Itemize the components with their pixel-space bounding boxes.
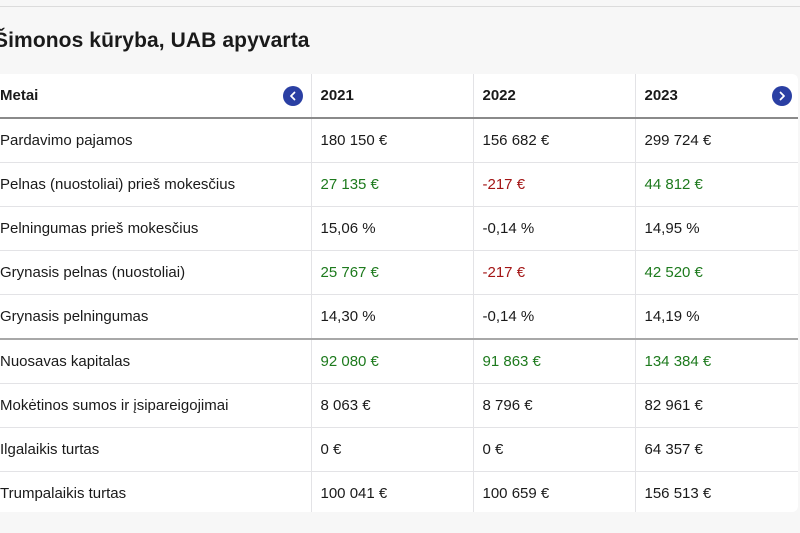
row-label-cell: Ilgalaikis turtas (0, 427, 312, 472)
value-cell: 134 384 € (635, 338, 798, 384)
value-cell: 27 135 € (311, 162, 474, 207)
financials-table: Metai 2021 2022 2023 (0, 74, 798, 512)
row-value: 14,30 % (320, 308, 376, 325)
table-row: Pardavimo pajamos 180 150 € 156 682 € 299 7… (0, 118, 798, 163)
table-row: Nuosavas kapitalas 92 080 € 91 863 € 134 38… (0, 338, 798, 384)
row-label: Trumpalaikis turtas (0, 485, 127, 502)
table-row: Trumpalaikis turtas 100 041 € 100 659 € 156… (0, 471, 798, 513)
table-row: Pelnas (nuostoliai) prieš mokesčius 27 13… (0, 162, 798, 207)
row-value: 64 357 € (644, 441, 703, 458)
header-year-2021: 2021 (311, 74, 474, 119)
row-value: 8 796 € (482, 397, 533, 414)
row-value: 15,06 % (320, 220, 376, 237)
page-title: Šimonos kūryba, UAB apyvarta (0, 29, 310, 52)
next-years-button[interactable] (772, 85, 792, 106)
row-label-cell: Pelningumas prieš mokesčius (0, 206, 312, 251)
row-label: Pardavimo pajamos (0, 132, 133, 149)
table-row: Pelningumas prieš mokesčius 15,06 % -0,14 … (0, 206, 798, 251)
row-value: 134 384 € (644, 353, 712, 370)
table-row: Mokėtinos sumos ir įsipareigojimai 8 063 … (0, 383, 798, 428)
row-label: Ilgalaikis turtas (0, 441, 100, 458)
row-label: Grynasis pelnas (nuostoliai) (0, 264, 186, 281)
header-label-cell: Metai (0, 74, 312, 119)
row-value: 156 513 € (644, 485, 712, 502)
header-row: Metai 2021 2022 2023 (0, 74, 798, 119)
row-value: 100 659 € (482, 485, 550, 502)
value-cell: 64 357 € (635, 427, 798, 472)
header-label: Metai (0, 87, 39, 104)
row-label-cell: Trumpalaikis turtas (0, 471, 312, 512)
previous-years-button[interactable] (282, 85, 303, 106)
value-cell: 15,06 % (311, 206, 474, 251)
row-value: 91 863 € (482, 353, 541, 370)
value-cell: -0,14 % (473, 206, 636, 251)
row-value: 14,19 % (644, 308, 700, 325)
table-row: Grynasis pelnas (nuostoliai) 25 767 € -217… (0, 250, 798, 295)
chevron-right-icon (779, 91, 785, 100)
row-label: Pelnas (nuostoliai) prieš mokesčius (0, 176, 236, 193)
row-label-cell: Nuosavas kapitalas (0, 338, 312, 384)
row-value: 100 041 € (320, 485, 388, 502)
value-cell: -217 € (473, 250, 636, 295)
value-cell: 25 767 € (311, 250, 474, 295)
row-value: 8 063 € (320, 397, 371, 414)
chevron-left-icon (289, 91, 295, 100)
row-value: 0 € (320, 441, 342, 458)
table-row: Grynasis pelningumas 14,30 % -0,14 % 14,19 … (0, 294, 798, 340)
header-year-2022: 2022 (473, 74, 636, 119)
value-cell: 8 796 € (473, 383, 636, 428)
value-cell: 156 682 € (473, 118, 636, 163)
value-cell: 42 520 € (635, 250, 798, 295)
row-value: 82 961 € (644, 397, 703, 414)
value-cell: 100 659 € (473, 471, 636, 512)
value-cell: 14,19 % (635, 294, 798, 340)
row-label-cell: Pelnas (nuostoliai) prieš mokesčius (0, 162, 312, 207)
row-label: Pelningumas prieš mokesčius (0, 220, 199, 237)
row-value: -217 € (482, 264, 526, 281)
value-cell: -217 € (473, 162, 636, 207)
row-label: Grynasis pelningumas (0, 308, 149, 325)
row-label: Mokėtinos sumos ir įsipareigojimai (0, 397, 229, 414)
row-value: 156 682 € (482, 132, 550, 149)
value-cell: 299 724 € (635, 118, 798, 163)
row-value: 44 812 € (644, 176, 703, 193)
value-cell: -0,14 % (473, 294, 636, 340)
row-label-cell: Pardavimo pajamos (0, 118, 312, 163)
row-value: 92 080 € (320, 353, 379, 370)
row-value: 27 135 € (320, 176, 379, 193)
row-label-cell: Grynasis pelningumas (0, 294, 312, 340)
value-cell: 44 812 € (635, 162, 798, 207)
value-cell: 14,30 % (311, 294, 474, 340)
value-cell: 156 513 € (635, 472, 798, 513)
row-value: -0,14 % (482, 220, 535, 237)
row-value: 0 € (482, 441, 504, 458)
row-value: 25 767 € (320, 264, 379, 281)
value-cell: 14,95 % (635, 206, 798, 251)
value-cell: 82 961 € (635, 383, 798, 428)
row-value: 180 150 € (320, 132, 388, 149)
row-label: Nuosavas kapitalas (0, 353, 131, 370)
row-value: -217 € (482, 176, 526, 193)
value-cell: 0 € (473, 427, 636, 472)
value-cell: 100 041 € (311, 471, 474, 512)
value-cell: 8 063 € (311, 383, 474, 428)
row-label-cell: Grynasis pelnas (nuostoliai) (0, 250, 312, 295)
row-value: -0,14 % (482, 308, 535, 325)
top-divider (0, 6, 800, 7)
value-cell: 180 150 € (311, 118, 474, 163)
row-value: 42 520 € (644, 264, 703, 281)
row-value: 299 724 € (644, 132, 712, 149)
row-label-cell: Mokėtinos sumos ir įsipareigojimai (0, 383, 312, 428)
table-row: Ilgalaikis turtas 0 € 0 € 64 357 € (0, 427, 798, 472)
financials-card: Metai 2021 2022 2023 (0, 74, 798, 512)
value-cell: 92 080 € (311, 338, 474, 384)
header-year-2023: 2023 (635, 74, 798, 119)
value-cell: 0 € (311, 427, 474, 472)
row-value: 14,95 % (644, 220, 700, 237)
value-cell: 91 863 € (473, 338, 636, 384)
